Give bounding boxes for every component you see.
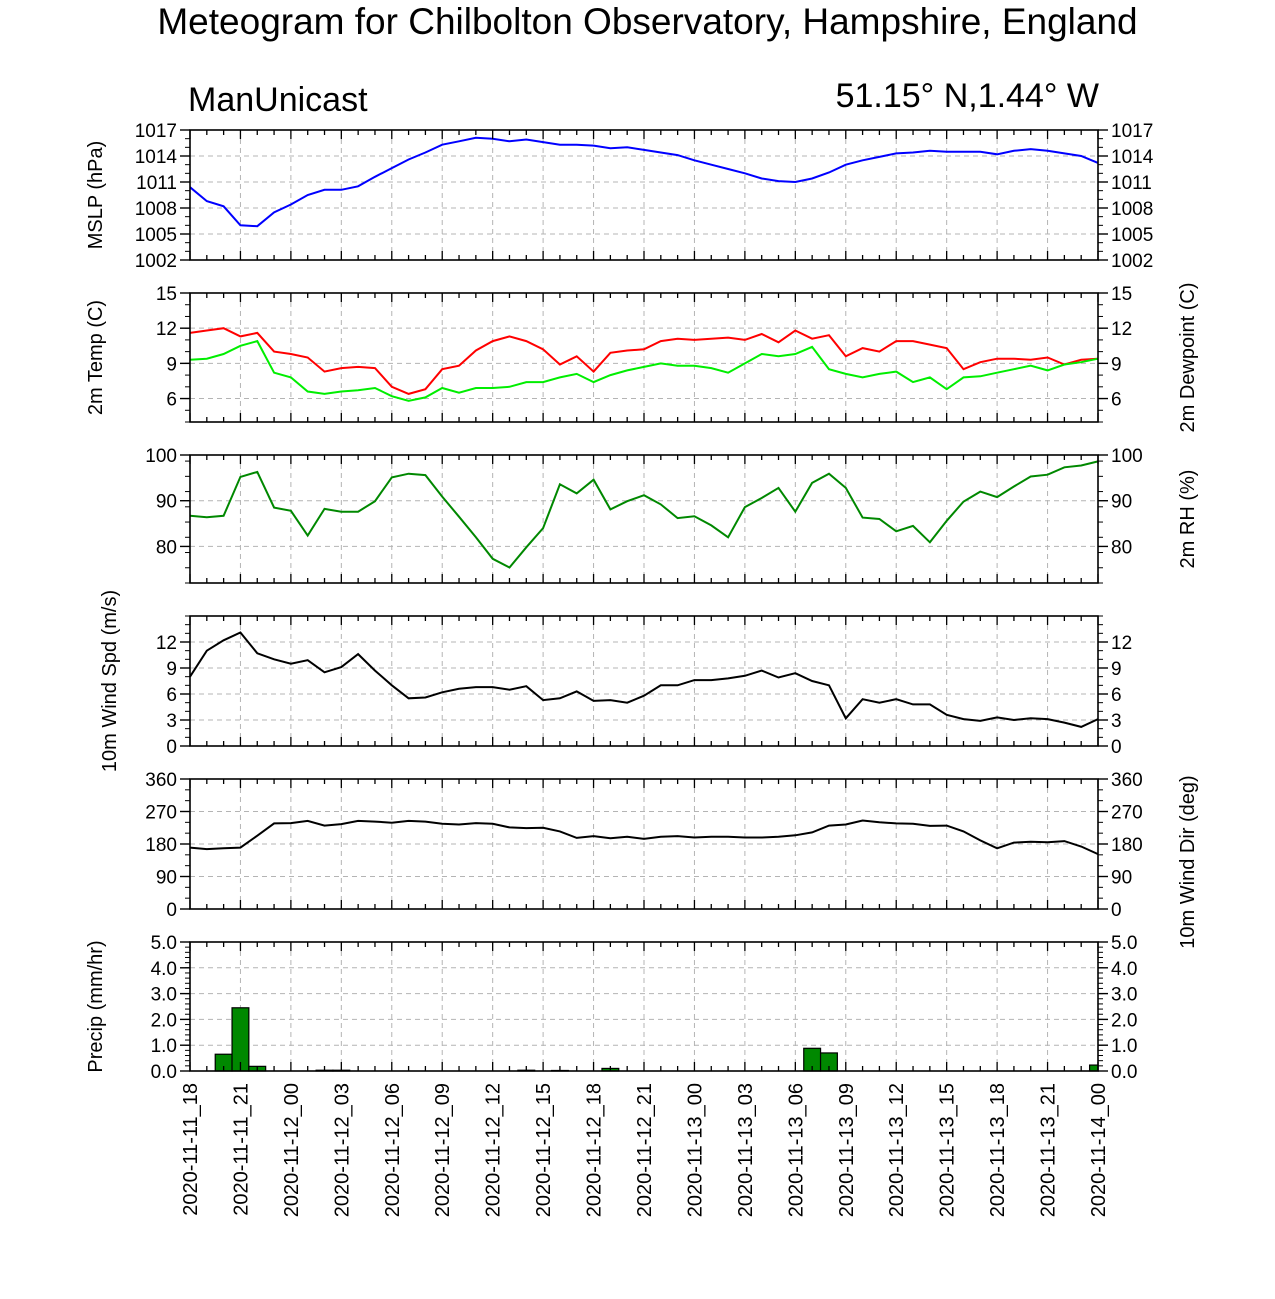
y-tick-label: 1005	[1111, 225, 1153, 246]
y-tick-label: 0	[1111, 900, 1122, 921]
x-tick-label: 2020-11-11_18	[180, 1083, 202, 1216]
y-tick-label: 15	[1111, 284, 1132, 305]
y-tick-label: 5.0	[1111, 933, 1137, 954]
y-tick-label: 180	[145, 835, 177, 856]
precip-bar	[231, 1007, 250, 1072]
y-tick-label: 0	[166, 737, 177, 758]
y-tick-label: 12	[1111, 319, 1132, 340]
x-tick-label: 2020-11-13_21	[1038, 1083, 1060, 1217]
x-tick-label: 2020-11-13_12	[886, 1083, 908, 1217]
x-tick-label: 2020-11-11_21	[230, 1083, 252, 1216]
y-tick-label: 5.0	[151, 933, 177, 954]
y-tick-label: 1008	[135, 199, 177, 220]
y-tick-label: 3	[166, 711, 177, 732]
y-axis-label-right: 10m Wind Dir (deg)	[1177, 775, 1199, 948]
y-tick-label: 4.0	[1111, 959, 1137, 980]
y-tick-label: 1008	[1111, 199, 1153, 220]
series-line	[189, 631, 1099, 728]
x-tick-label: 2020-11-12_15	[533, 1083, 555, 1217]
x-tick-label: 2020-11-12_12	[483, 1083, 505, 1217]
y-tick-label: 360	[145, 770, 177, 791]
y-tick-label: 1005	[135, 225, 177, 246]
y-tick-label: 1.0	[1111, 1036, 1137, 1057]
y-tick-label: 0	[1111, 737, 1122, 758]
y-axis-label-left: Precip (mm/hr)	[85, 940, 107, 1072]
y-tick-label: 9	[166, 659, 177, 680]
y-tick-label: 1017	[1111, 121, 1153, 142]
y-tick-label: 3.0	[1111, 985, 1137, 1006]
y-tick-label: 270	[1111, 803, 1143, 824]
y-tick-label: 12	[156, 319, 177, 340]
y-tick-label: 6	[1111, 685, 1122, 706]
chart-title: Meteogram for Chilbolton Observatory, Ha…	[157, 1, 1138, 42]
y-tick-label: 1014	[135, 147, 178, 168]
y-tick-label: 90	[156, 868, 177, 889]
y-tick-label: 1002	[1111, 251, 1153, 272]
y-tick-label: 9	[166, 354, 177, 375]
x-tick-label: 2020-11-12_00	[281, 1083, 303, 1217]
y-tick-label: 0	[166, 900, 177, 921]
y-tick-label: 15	[156, 284, 177, 305]
series-line	[189, 327, 1099, 395]
y-tick-label: 12	[1111, 633, 1132, 654]
series-line	[189, 819, 1099, 856]
y-tick-label: 90	[1111, 868, 1132, 889]
y-tick-label: 2.0	[1111, 1010, 1137, 1031]
y-tick-label: 1011	[136, 173, 177, 194]
y-tick-label: 0.0	[1111, 1062, 1137, 1083]
x-tick-label: 2020-11-12_06	[382, 1083, 404, 1217]
y-tick-label: 3.0	[151, 985, 177, 1006]
y-axis-label-right: 2m RH (%)	[1177, 470, 1199, 569]
y-tick-label: 1.0	[151, 1036, 177, 1057]
y-axis-label-left: 2m Temp (C)	[85, 300, 107, 415]
y-tick-label: 1014	[1111, 147, 1154, 168]
x-tick-label: 2020-11-13_09	[836, 1083, 858, 1217]
x-tick-label: 2020-11-13_03	[735, 1083, 757, 1217]
y-tick-label: 100	[145, 446, 177, 467]
y-axis-label-left: 10m Wind Spd (m/s)	[99, 590, 121, 772]
y-tick-label: 1017	[135, 121, 177, 142]
y-axis-label-left: MSLP (hPa)	[85, 141, 107, 250]
y-tick-label: 90	[156, 492, 177, 513]
x-tick-label: 2020-11-12_03	[331, 1083, 353, 1217]
x-tick-label: 2020-11-12_09	[432, 1083, 454, 1217]
y-tick-label: 4.0	[151, 959, 177, 980]
x-tick-label: 2020-11-13_18	[987, 1083, 1009, 1217]
y-tick-label: 80	[156, 537, 177, 558]
series-line	[189, 136, 1099, 228]
x-tick-label: 2020-11-13_06	[785, 1083, 807, 1217]
y-tick-label: 0.0	[151, 1062, 177, 1083]
y-tick-label: 1011	[1111, 173, 1152, 194]
location-label: 51.15° N,1.44° W	[835, 77, 1099, 115]
x-tick-label: 2020-11-12_18	[584, 1083, 606, 1217]
y-tick-label: 6	[166, 390, 177, 411]
y-axis-label-right: 2m Dewpoint (C)	[1177, 282, 1199, 432]
y-tick-label: 3	[1111, 711, 1122, 732]
model-label: ManUnicast	[188, 81, 368, 119]
y-tick-label: 2.0	[151, 1010, 177, 1031]
y-tick-label: 9	[1111, 659, 1122, 680]
y-tick-label: 6	[166, 685, 177, 706]
x-tick-label: 2020-11-12_21	[634, 1083, 656, 1217]
y-tick-label: 180	[1111, 835, 1143, 856]
y-tick-label: 12	[156, 633, 177, 654]
y-tick-label: 100	[1111, 446, 1143, 467]
precip-bar	[1088, 1064, 1099, 1072]
y-tick-label: 1002	[135, 251, 177, 272]
series-line	[189, 460, 1099, 569]
y-tick-label: 80	[1111, 537, 1132, 558]
y-tick-label: 270	[145, 803, 177, 824]
y-tick-label: 360	[1111, 770, 1143, 791]
series-line	[189, 339, 1099, 402]
x-tick-label: 2020-11-14_00	[1088, 1083, 1110, 1217]
x-tick-label: 2020-11-13_00	[684, 1083, 706, 1217]
y-tick-label: 90	[1111, 492, 1132, 513]
y-tick-label: 9	[1111, 354, 1122, 375]
x-tick-label: 2020-11-13_15	[937, 1083, 959, 1217]
y-tick-label: 6	[1111, 390, 1122, 411]
